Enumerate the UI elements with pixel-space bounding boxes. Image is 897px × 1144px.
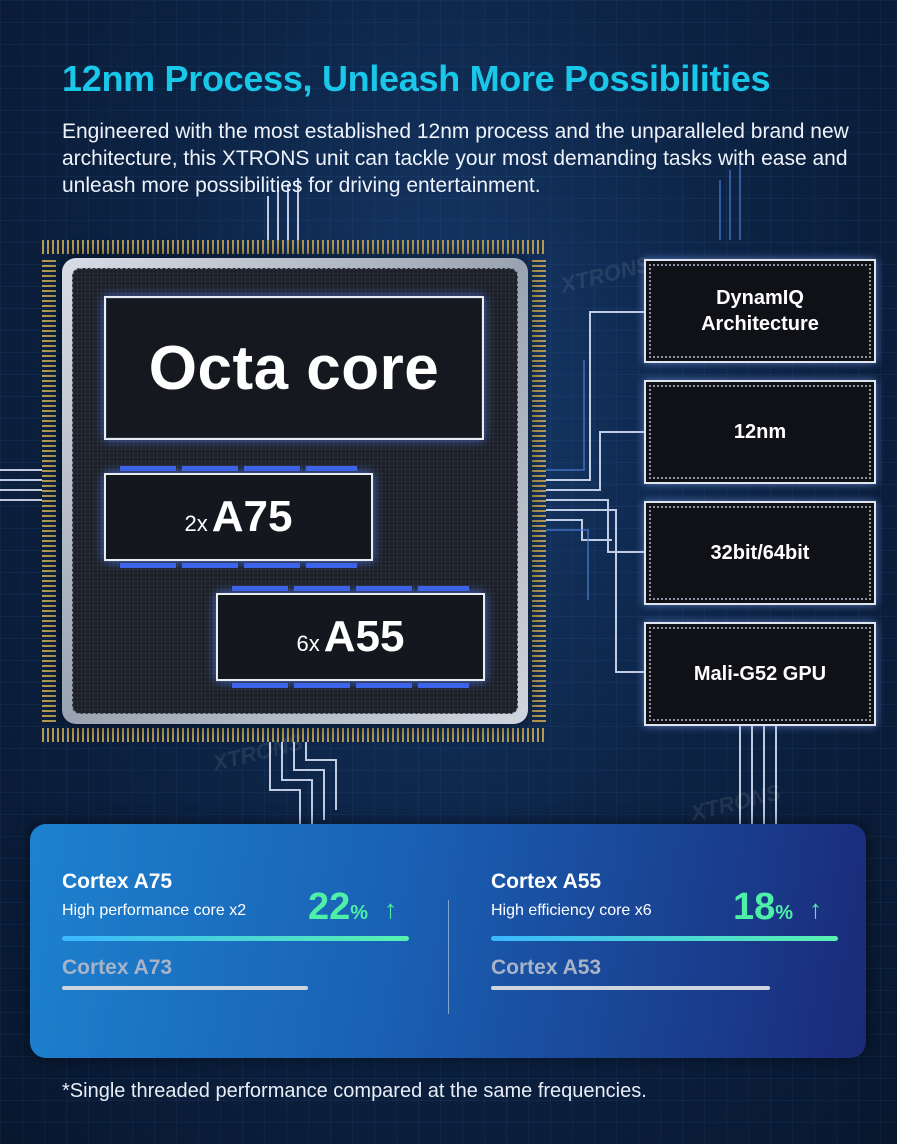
up-arrow-icon: ↑	[809, 894, 822, 924]
feature-label: 32bit/64bit	[710, 542, 810, 564]
core-tabs	[120, 466, 357, 471]
footnote: *Single threaded performance compared at…	[62, 1080, 647, 1102]
column-divider	[448, 900, 449, 1014]
core-tabs	[232, 586, 469, 591]
comparison-a75: Cortex A75 High performance core x2 22% …	[62, 824, 422, 1058]
core-name: A55	[323, 612, 405, 661]
percent-unit: %	[775, 902, 794, 924]
old-core-name: Cortex A73	[62, 956, 173, 979]
new-core-name: Cortex A75	[62, 870, 173, 893]
comparison-a55: Cortex A55 High efficiency core x6 18% ↑…	[491, 824, 851, 1058]
core-multiplier: 2x	[184, 511, 208, 536]
feature-bitness: 32bit/64bit	[644, 501, 876, 605]
feature-gpu: Mali-G52 GPU	[644, 622, 876, 726]
old-core-bar	[491, 986, 770, 990]
performance-gain: 18%	[733, 886, 793, 929]
old-core-bar	[62, 986, 308, 990]
new-core-name: Cortex A55	[491, 870, 602, 893]
page-title: 12nm Process, Unleash More Possibilities	[62, 58, 771, 99]
core-name: A75	[211, 492, 293, 541]
percent-value: 18	[733, 886, 776, 928]
core-block-a55: 6x A55	[216, 586, 485, 688]
performance-gain: 22%	[308, 886, 368, 929]
octa-core-label-box: Octa core	[104, 296, 484, 440]
feature-dynamiq: DynamIQ Architecture	[644, 259, 876, 363]
new-core-bar	[491, 936, 838, 941]
feature-label: DynamIQ Architecture	[701, 287, 819, 335]
up-arrow-icon: ↑	[384, 894, 397, 924]
core-description: High efficiency core x6	[491, 902, 652, 919]
new-core-bar	[62, 936, 409, 941]
old-core-name: Cortex A53	[491, 956, 602, 979]
core-multiplier: 6x	[296, 631, 320, 656]
feature-process: 12nm	[644, 380, 876, 484]
feature-label: Mali-G52 GPU	[693, 663, 827, 685]
core-description: High performance core x2	[62, 902, 247, 919]
percent-unit: %	[350, 902, 369, 924]
octa-core-label: Octa core	[148, 333, 440, 403]
core-tabs	[120, 563, 357, 568]
core-block-a75: 2x A75	[104, 466, 373, 568]
percent-value: 22	[308, 886, 351, 928]
intro-paragraph: Engineered with the most established 12n…	[62, 120, 849, 197]
core-tabs	[232, 683, 469, 688]
feature-label: 12nm	[733, 421, 787, 443]
performance-comparison-panel: Cortex A75 High performance core x2 22% …	[30, 824, 866, 1058]
